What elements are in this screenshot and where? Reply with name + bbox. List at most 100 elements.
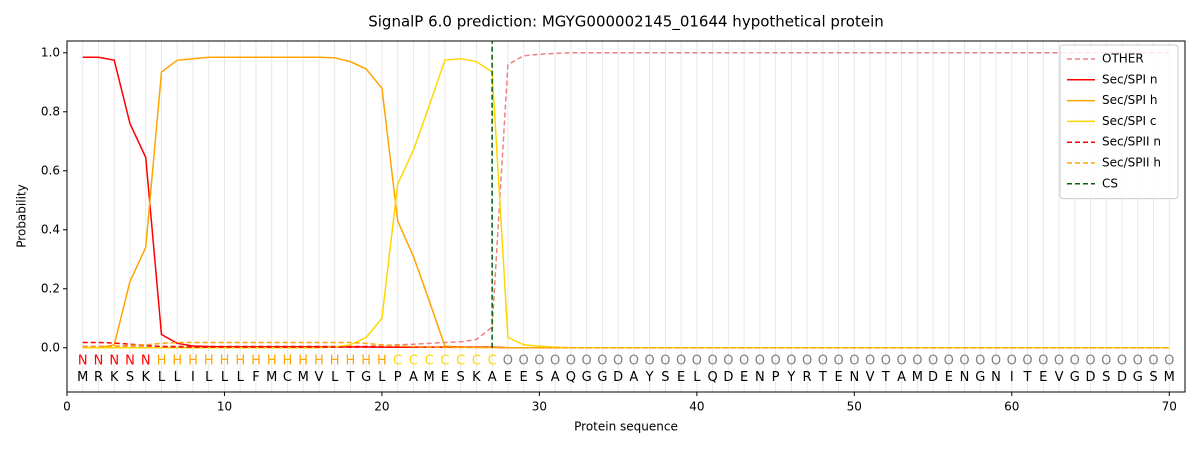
legend-label: CS xyxy=(1102,176,1118,190)
region-label: N xyxy=(141,354,151,369)
region-label: O xyxy=(613,354,623,369)
residue: V xyxy=(1055,370,1064,385)
series-line xyxy=(82,57,1170,349)
residue: I xyxy=(1010,370,1014,385)
residue: A xyxy=(409,370,418,385)
series-line xyxy=(82,52,1170,348)
region-label: O xyxy=(928,354,938,369)
region-label: O xyxy=(519,354,529,369)
residue: S xyxy=(457,370,465,385)
region-label: H xyxy=(188,354,198,369)
legend-box xyxy=(1059,44,1179,200)
residue: D xyxy=(723,370,733,385)
region-label: O xyxy=(1148,354,1158,369)
residue: L xyxy=(331,370,339,385)
residue: S xyxy=(661,370,669,385)
region-label: H xyxy=(330,354,340,369)
region-label: O xyxy=(629,354,639,369)
residue: V xyxy=(314,370,323,385)
residue: E xyxy=(834,370,842,385)
residue: L xyxy=(174,370,182,385)
region-label: H xyxy=(157,354,167,369)
residue: G xyxy=(361,370,371,385)
region-label: O xyxy=(739,354,749,369)
region-label: O xyxy=(912,354,922,369)
residue: G xyxy=(582,370,592,385)
region-label: C xyxy=(409,354,418,369)
region-label: O xyxy=(786,354,796,369)
residue: A xyxy=(629,370,638,385)
residue: N xyxy=(849,370,859,385)
region-label: O xyxy=(1054,354,1064,369)
series-line xyxy=(82,56,1170,349)
x-tick-label: 40 xyxy=(689,400,704,414)
region-label: H xyxy=(204,354,214,369)
region-label: O xyxy=(692,354,702,369)
series-line xyxy=(82,341,1170,349)
residue: T xyxy=(345,370,354,385)
region-label: O xyxy=(975,354,985,369)
residue: K xyxy=(110,370,119,385)
region-label: O xyxy=(566,354,576,369)
region-label: O xyxy=(707,354,717,369)
y-axis-label: Probability xyxy=(15,184,29,247)
region-label: O xyxy=(582,354,592,369)
residue: L xyxy=(378,370,386,385)
region-label: O xyxy=(645,354,655,369)
residue: P xyxy=(394,370,402,385)
residue: Y xyxy=(786,370,795,385)
residue: D xyxy=(1086,370,1096,385)
residue: M xyxy=(424,370,435,385)
residue: E xyxy=(740,370,748,385)
region-label: O xyxy=(723,354,733,369)
x-tick-label: 70 xyxy=(1162,400,1177,414)
region-label: O xyxy=(550,354,560,369)
region-label: O xyxy=(802,354,812,369)
region-label: N xyxy=(109,354,119,369)
residue: M xyxy=(912,370,923,385)
residue: M xyxy=(1164,370,1175,385)
legend-label: Sec/SPI c xyxy=(1102,114,1156,128)
residue: G xyxy=(975,370,985,385)
residue: R xyxy=(94,370,103,385)
region-label: C xyxy=(456,354,465,369)
residue: E xyxy=(677,370,685,385)
region-label: H xyxy=(267,354,277,369)
region-label: O xyxy=(534,354,544,369)
x-axis-label: Protein sequence xyxy=(574,420,678,434)
residue: E xyxy=(945,370,953,385)
region-label: O xyxy=(1038,354,1048,369)
region-label: O xyxy=(944,354,954,369)
region-label: O xyxy=(865,354,875,369)
residue: R xyxy=(803,370,812,385)
residue: E xyxy=(441,370,449,385)
residue: Y xyxy=(645,370,654,385)
residue: T xyxy=(1023,370,1032,385)
residue: D xyxy=(928,370,938,385)
region-label: C xyxy=(393,354,402,369)
y-tick-label: 0.4 xyxy=(41,222,60,236)
residue: F xyxy=(252,370,259,385)
residue: L xyxy=(158,370,166,385)
legend-label: Sec/SPII n xyxy=(1102,135,1161,149)
region-label: H xyxy=(220,354,230,369)
residue: A xyxy=(488,370,497,385)
chart-title: SignalP 6.0 prediction: MGYG000002145_01… xyxy=(368,13,884,32)
residue: E xyxy=(504,370,512,385)
region-label: O xyxy=(849,354,859,369)
residue: I xyxy=(191,370,195,385)
residue: Q xyxy=(566,370,576,385)
residue: K xyxy=(472,370,481,385)
residue: M xyxy=(266,370,277,385)
residue: V xyxy=(866,370,875,385)
residue: L xyxy=(205,370,213,385)
region-label: O xyxy=(818,354,828,369)
residue: L xyxy=(221,370,229,385)
region-label: H xyxy=(314,354,324,369)
residue: D xyxy=(1117,370,1127,385)
region-label: H xyxy=(361,354,371,369)
x-tick-label: 30 xyxy=(532,400,547,414)
residue: K xyxy=(141,370,150,385)
x-tick-label: 20 xyxy=(374,400,389,414)
residue: S xyxy=(1102,370,1110,385)
